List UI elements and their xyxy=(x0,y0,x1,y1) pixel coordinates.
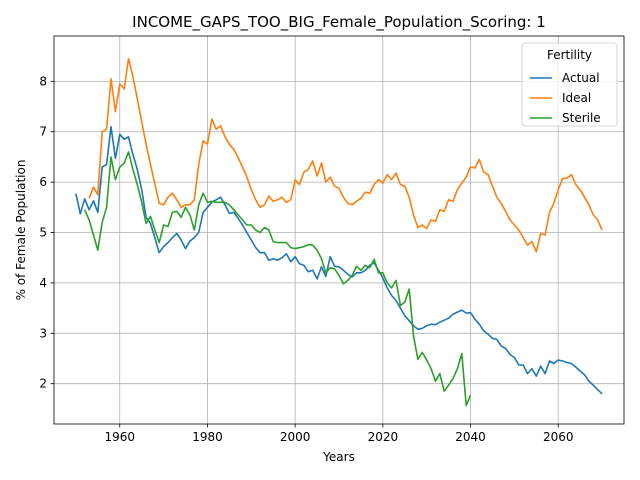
series-line-ideal xyxy=(88,57,603,253)
y-tick-label: 6 xyxy=(39,175,47,189)
x-tick-label: 2020 xyxy=(368,430,399,444)
chart-title: INCOME_GAPS_TOO_BIG_Female_Population_Sc… xyxy=(132,13,546,32)
legend: Fertility Actual Ideal Sterile xyxy=(521,42,618,127)
series-lines xyxy=(75,57,603,407)
series-line-sterile xyxy=(83,151,472,407)
legend-label-ideal: Ideal xyxy=(562,91,591,105)
x-tick-label: 2000 xyxy=(280,430,311,444)
x-tick-label: 2060 xyxy=(543,430,574,444)
x-tick-label: 1960 xyxy=(104,430,135,444)
legend-title: Fertility xyxy=(547,48,592,62)
legend-label-actual: Actual xyxy=(562,71,600,85)
series-line-actual xyxy=(75,125,603,395)
x-axis-label: Years xyxy=(322,450,355,464)
y-tick-label: 4 xyxy=(39,276,47,290)
legend-label-sterile: Sterile xyxy=(562,111,601,125)
y-tick-label: 8 xyxy=(39,74,47,88)
y-tick-label: 7 xyxy=(39,125,47,139)
y-tick-label: 3 xyxy=(39,326,47,340)
x-tick-label: 1980 xyxy=(192,430,223,444)
legend-box xyxy=(521,42,618,127)
plot-frame xyxy=(53,35,625,425)
y-tick-label: 5 xyxy=(39,226,47,240)
axis-ticks: 1960 1980 2000 2020 2040 2060 2 3 4 5 6 7 8 xyxy=(39,74,573,444)
x-tick-label: 2040 xyxy=(455,430,486,444)
y-tick-label: 2 xyxy=(39,377,47,391)
y-axis-label: % of Female Population xyxy=(14,160,28,301)
